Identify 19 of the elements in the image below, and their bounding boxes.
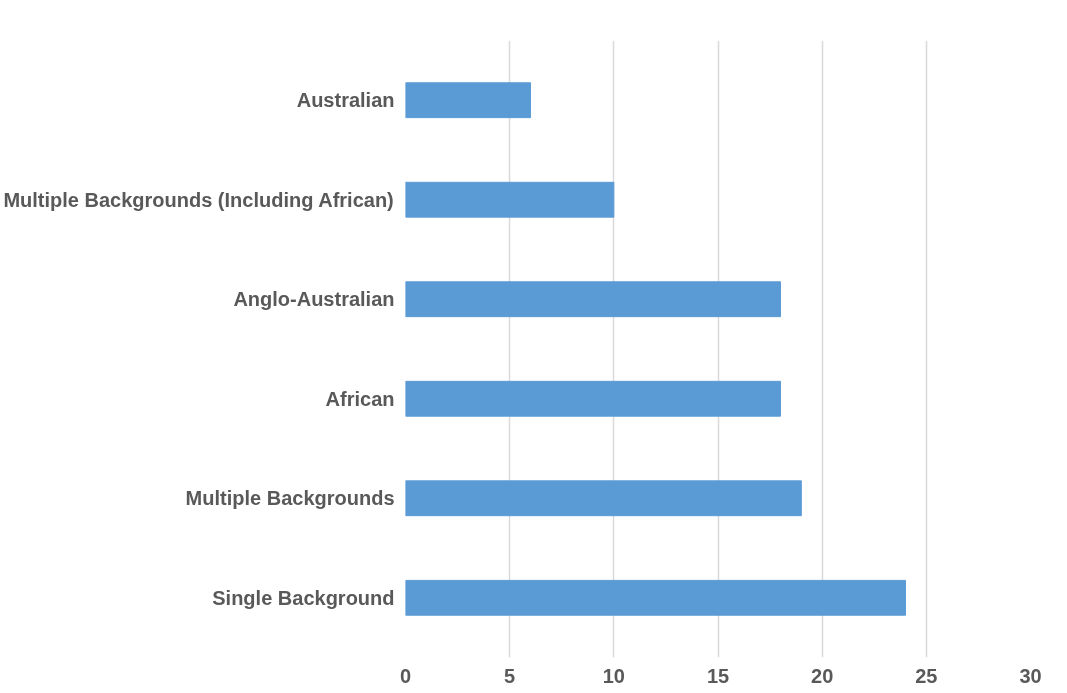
x-tick-label: 0 bbox=[399, 664, 412, 687]
bar bbox=[405, 181, 615, 218]
x-tick-label: 10 bbox=[602, 664, 625, 687]
y-tick-label: Australian bbox=[296, 89, 395, 112]
x-tick-label: 5 bbox=[504, 664, 516, 687]
bar bbox=[405, 82, 531, 119]
bar bbox=[405, 579, 906, 616]
x-tick-label: 25 bbox=[915, 664, 938, 687]
x-tick-label: 30 bbox=[1019, 664, 1042, 687]
x-tick-label: 20 bbox=[811, 664, 834, 687]
y-tick-label: Multiple Backgrounds (Including African) bbox=[3, 188, 394, 211]
y-tick-label: Multiple Backgrounds bbox=[185, 487, 395, 510]
x-tick-label: 15 bbox=[706, 664, 730, 687]
bar bbox=[405, 380, 781, 417]
bar bbox=[405, 281, 781, 318]
y-tick-label: African bbox=[325, 387, 395, 410]
bar bbox=[405, 480, 802, 517]
y-tick-label: Anglo-Australian bbox=[233, 288, 395, 311]
y-tick-label: Single Background bbox=[212, 586, 395, 609]
